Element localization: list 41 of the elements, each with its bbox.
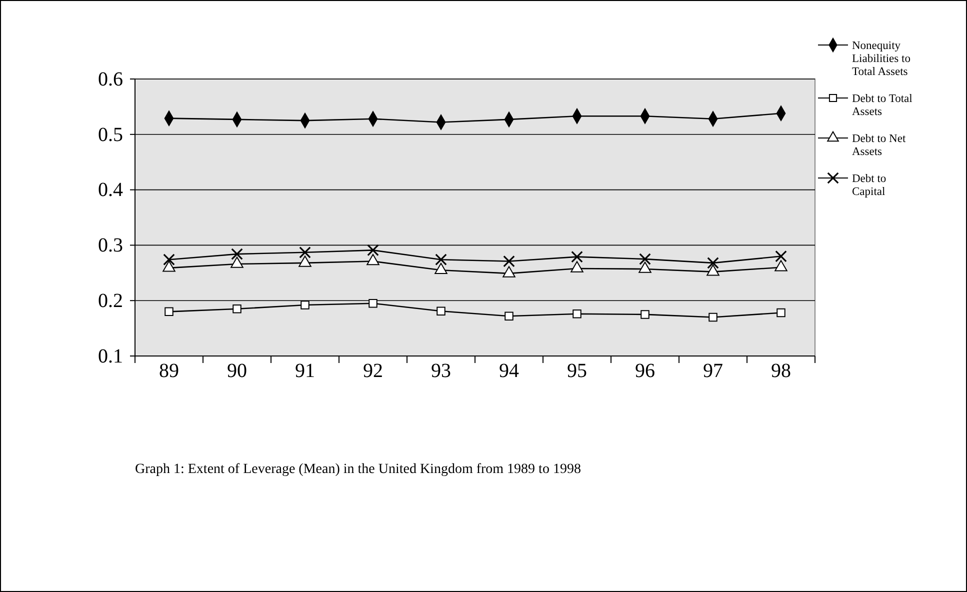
point <box>503 255 515 268</box>
text: Graph 1: Extent of Leverage (Mean) in the United Kingdom from 1989 to 1998 <box>135 462 581 477</box>
legend-label: Debt to Net Assets <box>852 133 906 158</box>
point <box>232 304 242 314</box>
y-tick-label: 0.5 <box>98 124 123 146</box>
point <box>367 244 379 256</box>
x-tick-label: 97 <box>703 360 723 382</box>
x-tick-label: 92 <box>363 360 383 382</box>
x-tick-label: 96 <box>635 360 655 382</box>
y-tick-label: 0.2 <box>98 290 123 312</box>
point <box>639 253 651 265</box>
point <box>572 310 582 318</box>
legend-label: Debt to Total Assets <box>852 93 912 118</box>
point <box>436 306 446 316</box>
x-tick-label: 93 <box>431 360 451 382</box>
y-tick-label: 0.3 <box>98 234 123 257</box>
point <box>775 250 787 262</box>
point <box>435 254 447 266</box>
point <box>299 246 311 258</box>
point <box>163 254 175 266</box>
point <box>368 298 378 308</box>
point <box>300 300 310 310</box>
point <box>776 308 786 318</box>
legend-label: Nonequity Liabilities to Total Assets <box>852 40 911 78</box>
y-tick-label: 0.4 <box>98 179 123 202</box>
x-tick-label: 89 <box>159 360 179 382</box>
x-tick-label: 95 <box>567 360 587 382</box>
point <box>708 312 718 322</box>
x-tick-label: 98 <box>771 360 791 382</box>
y-tick-label: 0.1 <box>98 345 123 368</box>
x-tick-label: 90 <box>227 360 247 382</box>
x-tick-label: 94 <box>499 360 519 382</box>
point <box>504 312 514 320</box>
y-tick-label: 0.6 <box>98 68 123 90</box>
point <box>707 257 719 269</box>
point <box>164 307 174 316</box>
point <box>640 310 650 319</box>
point <box>231 248 243 260</box>
point <box>571 250 583 263</box>
x-tick-label: 91 <box>295 360 315 382</box>
legend-label: Debt to Capital <box>852 173 886 198</box>
